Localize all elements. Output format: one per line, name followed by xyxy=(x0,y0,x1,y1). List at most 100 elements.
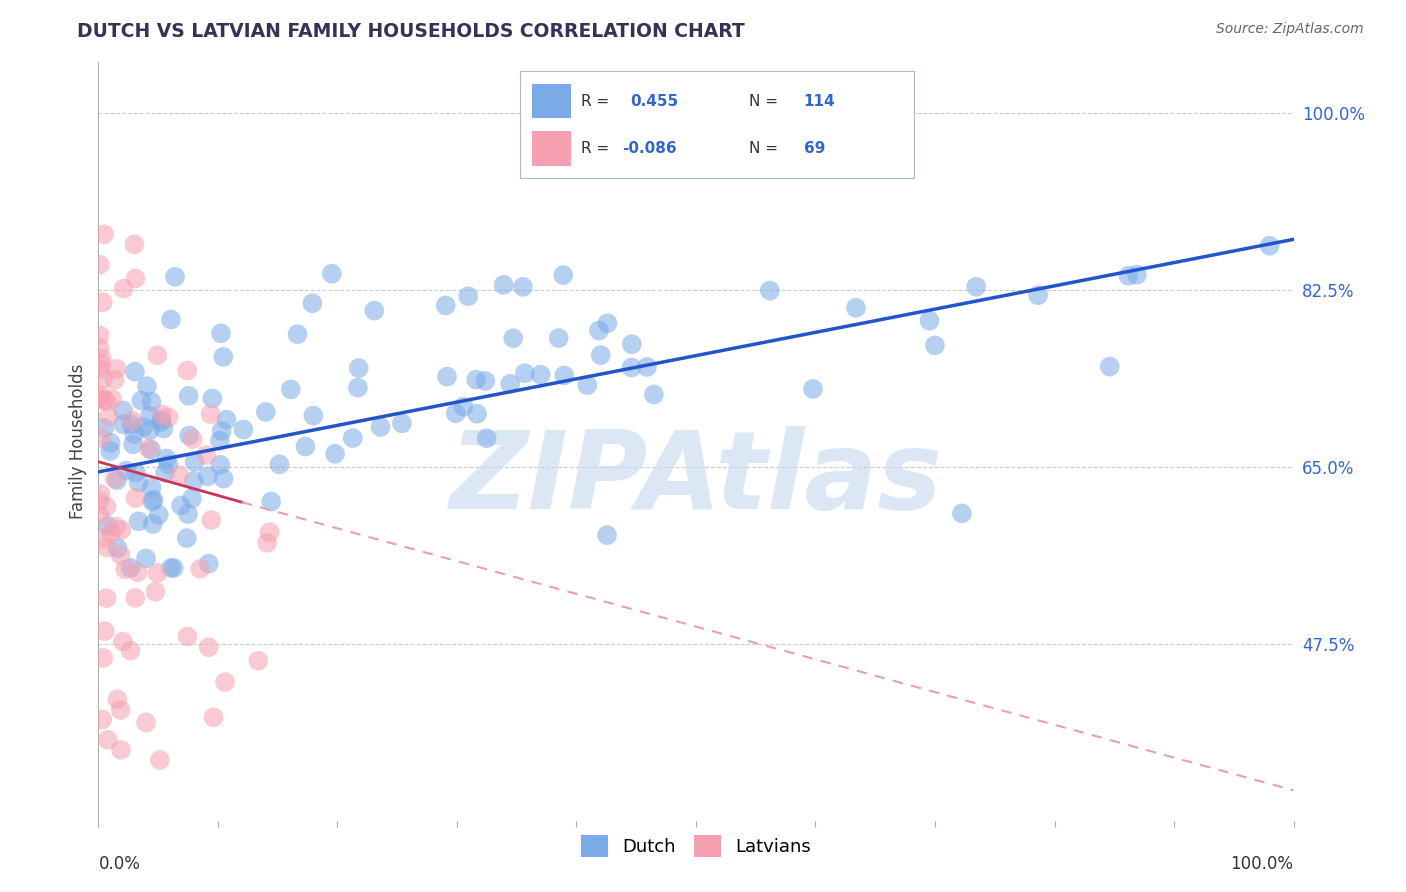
Point xyxy=(150,408,173,422)
Point xyxy=(90,389,112,403)
Point xyxy=(530,368,553,382)
Point xyxy=(93,421,115,435)
Point xyxy=(370,420,392,434)
Point xyxy=(553,368,575,383)
Point xyxy=(170,499,193,513)
Point xyxy=(89,391,111,405)
Y-axis label: Family Households: Family Households xyxy=(69,364,87,519)
Bar xyxy=(531,131,571,166)
Point xyxy=(156,451,179,466)
Point xyxy=(96,394,118,409)
Point xyxy=(212,472,235,486)
Point xyxy=(475,431,498,445)
Point xyxy=(247,654,270,668)
Point xyxy=(141,395,163,409)
Point xyxy=(287,327,309,342)
Point xyxy=(139,442,162,457)
Point xyxy=(512,280,534,294)
Point xyxy=(142,492,165,507)
Point xyxy=(93,531,115,545)
Point xyxy=(124,491,146,505)
Point xyxy=(636,359,658,374)
Point xyxy=(115,464,138,478)
Point xyxy=(124,591,146,605)
Point xyxy=(232,423,254,437)
Point xyxy=(91,651,114,665)
Point xyxy=(110,523,132,537)
Point xyxy=(100,526,122,541)
Point xyxy=(918,314,941,328)
Point xyxy=(254,405,277,419)
Point xyxy=(643,387,665,401)
Point xyxy=(141,494,163,508)
Point xyxy=(91,295,114,310)
Point xyxy=(436,369,458,384)
Point xyxy=(589,348,612,362)
Point xyxy=(492,277,515,292)
Point xyxy=(90,357,112,371)
Point xyxy=(596,528,619,542)
Point xyxy=(176,531,198,545)
Text: 114: 114 xyxy=(804,94,835,109)
Point xyxy=(553,268,575,282)
Point xyxy=(197,469,219,483)
Point xyxy=(200,513,222,527)
Point xyxy=(208,434,231,448)
Point xyxy=(465,407,488,421)
Point xyxy=(150,415,173,429)
Point xyxy=(105,473,128,487)
Point xyxy=(160,312,183,326)
Point xyxy=(965,279,987,293)
Point xyxy=(280,383,302,397)
Point xyxy=(163,269,186,284)
Point xyxy=(91,372,114,386)
Point xyxy=(132,420,155,434)
Point xyxy=(97,409,120,424)
Point xyxy=(141,481,163,495)
Point xyxy=(215,412,238,426)
Point xyxy=(845,301,868,315)
Point xyxy=(89,328,111,343)
Point xyxy=(183,474,205,488)
Point xyxy=(148,508,170,522)
Text: N =: N = xyxy=(748,141,778,156)
Text: R =: R = xyxy=(581,94,609,109)
Point xyxy=(453,400,475,414)
Point xyxy=(128,475,150,490)
Text: 69: 69 xyxy=(804,141,825,156)
Point xyxy=(499,376,522,391)
Point xyxy=(323,447,346,461)
Point xyxy=(209,458,232,472)
Point xyxy=(100,435,122,450)
Point xyxy=(301,296,323,310)
Point xyxy=(596,316,619,330)
Point xyxy=(465,373,488,387)
Point xyxy=(121,417,143,432)
Point xyxy=(444,406,467,420)
Point xyxy=(302,409,325,423)
Point xyxy=(97,732,120,747)
Point xyxy=(177,389,200,403)
Point xyxy=(96,591,118,606)
Point xyxy=(89,341,111,355)
Point xyxy=(91,713,114,727)
Point xyxy=(212,350,235,364)
Point xyxy=(759,284,782,298)
Text: Source: ZipAtlas.com: Source: ZipAtlas.com xyxy=(1216,22,1364,37)
Point xyxy=(198,557,221,571)
Point xyxy=(181,432,204,446)
Point xyxy=(96,500,118,514)
Point xyxy=(110,548,132,562)
Point xyxy=(114,562,136,576)
Point xyxy=(576,378,599,392)
Point xyxy=(157,410,180,425)
Point xyxy=(107,541,129,556)
Point xyxy=(139,409,162,423)
Point xyxy=(146,566,169,580)
Point xyxy=(94,624,117,639)
Point xyxy=(127,565,149,579)
Legend: Dutch, Latvians: Dutch, Latvians xyxy=(574,828,818,864)
Point xyxy=(112,282,135,296)
Point xyxy=(167,468,190,483)
Point xyxy=(363,303,385,318)
